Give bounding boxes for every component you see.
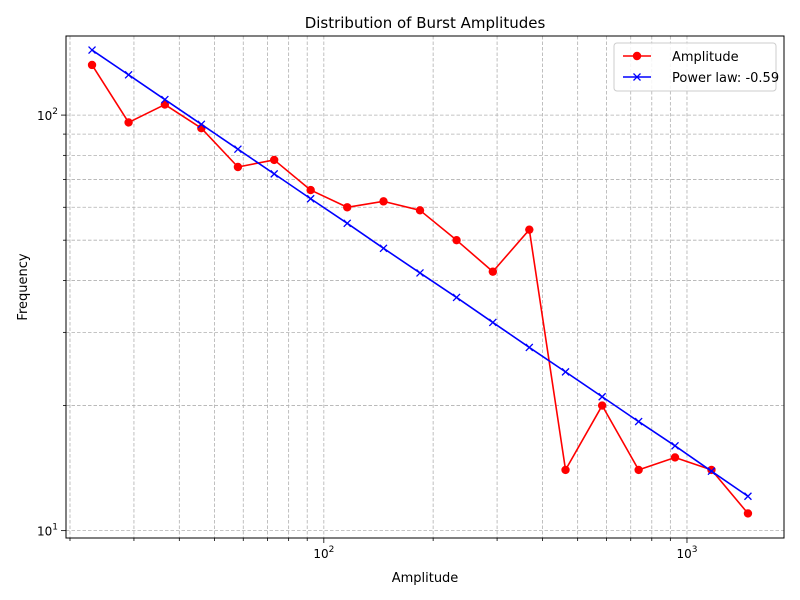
data-point-1: [379, 244, 388, 253]
data-point-1: [343, 219, 352, 228]
data-point-1: [488, 318, 497, 327]
data-point-0: [452, 235, 461, 245]
data-point-1: [197, 120, 206, 129]
legend-marker-amplitude: [632, 51, 642, 61]
legend-label-power-law: Power law: -0.59: [672, 71, 779, 86]
data-point-0: [634, 465, 643, 475]
data-point-1: [671, 441, 679, 450]
chart-title: Distribution of Burst Amplitudes: [305, 14, 546, 32]
data-point-0: [525, 225, 534, 234]
data-point-0: [343, 203, 352, 212]
axis-ticks: 102 103 101 102: [37, 107, 697, 561]
data-point-1: [306, 194, 315, 203]
data-point-0: [597, 401, 607, 410]
data-point-0: [488, 267, 498, 276]
data-point-0: [379, 197, 388, 206]
data-point-1: [233, 145, 242, 154]
legend-marker-power-law: [633, 73, 641, 81]
data-point-1: [270, 169, 279, 178]
y-axis-label: Frequency: [16, 253, 31, 320]
data-point-1: [124, 70, 133, 79]
data-point-0: [269, 155, 279, 165]
y-tick-label: 101: [37, 523, 58, 539]
data-point-0: [415, 206, 425, 215]
data-point-0: [743, 509, 753, 518]
data-point-1: [88, 46, 96, 54]
x-axis-label: Amplitude: [392, 571, 459, 586]
data-point-1: [160, 95, 169, 104]
data-point-1: [743, 492, 752, 501]
data-point-1: [416, 268, 424, 277]
data-point-1: [634, 417, 643, 426]
data-point-1: [707, 467, 716, 476]
legend: Amplitude Power law: -0.59: [613, 42, 779, 92]
data-point-0: [670, 453, 680, 462]
legend-label-amplitude: Amplitude: [672, 50, 739, 65]
data-point-1: [561, 367, 570, 376]
data-point-1: [598, 392, 607, 401]
plot-frame: [65, 35, 785, 539]
data-point-1: [452, 293, 461, 302]
data-point-0: [561, 465, 570, 475]
data-point-0: [124, 118, 133, 127]
series-layer: [87, 46, 753, 518]
legend-frame: [613, 42, 777, 92]
data-point-0: [87, 60, 97, 70]
data-point-1: [525, 343, 534, 352]
x-tick-label: 102: [313, 545, 334, 561]
data-point-0: [233, 162, 243, 172]
grid: [66, 36, 784, 538]
y-tick-label: 102: [37, 107, 58, 123]
plot-area: [66, 36, 784, 538]
x-tick-label: 103: [676, 545, 697, 561]
data-point-0: [306, 185, 315, 195]
